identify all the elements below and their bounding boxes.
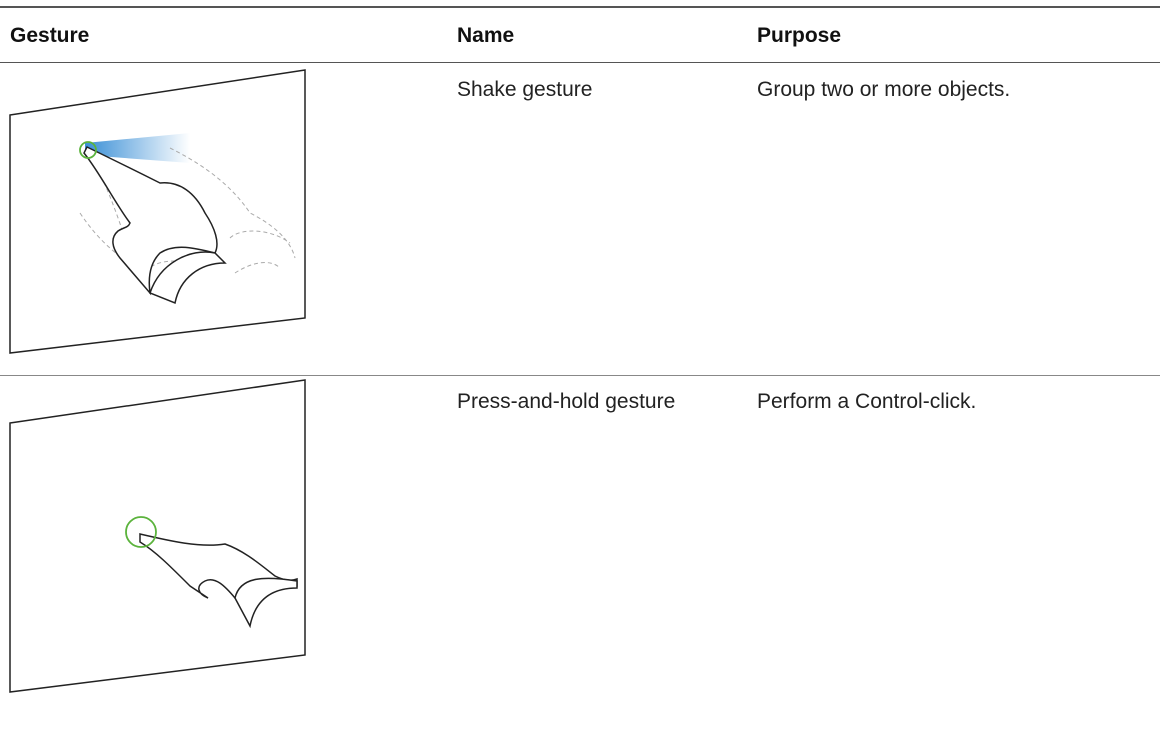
- header-cell: Name: [457, 24, 515, 47]
- table-top-rule: [0, 6, 1160, 8]
- name-cell: Shake gesture: [457, 78, 593, 101]
- purpose-cell: Perform a Control-click.: [757, 390, 977, 413]
- name-cell: Press-and-hold gesture: [457, 390, 676, 413]
- header-rule: [0, 62, 1160, 63]
- shake-illustration: [9, 69, 306, 354]
- purpose-cell: Group two or more objects.: [757, 78, 1011, 101]
- header-cell: Gesture: [10, 24, 90, 47]
- press-hold-illustration: [9, 379, 306, 693]
- header-cell: Purpose: [757, 24, 842, 47]
- row-rule: [0, 375, 1160, 376]
